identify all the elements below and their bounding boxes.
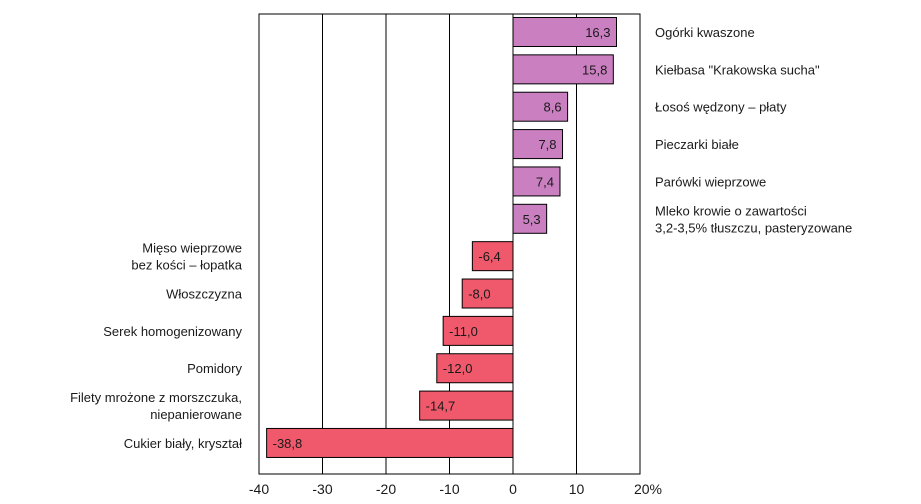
category-label-8-0: Serek homogenizowany	[103, 324, 242, 339]
category-label-10-1: niepanierowane	[150, 407, 242, 422]
category-label-4-0: Parówki wieprzowe	[655, 174, 766, 189]
x-tick-label-6: 20%	[634, 481, 662, 497]
category-label-10-0: Filety mrożone z morszczuka,	[70, 390, 242, 405]
category-labels: Ogórki kwaszone Kiełbasa "Krakowska sucha…	[70, 25, 852, 451]
bar-5	[512, 203, 548, 234]
bar-value-label-5: 5,3	[523, 212, 541, 227]
category-label-3-0: Pieczarki białe	[655, 137, 739, 152]
category-label-6-0: Mięso wieprzowe	[142, 241, 242, 256]
bar-6	[471, 241, 514, 272]
x-axis-ticks: -40 -30 -20 -10 0 10 20%	[249, 481, 662, 497]
plot-frame	[258, 13, 641, 475]
bar-8	[442, 315, 514, 346]
category-label-9-0: Pomidory	[187, 361, 242, 376]
x-tick-label-4: 0	[509, 481, 517, 497]
bar-value-label-1: 15,8	[582, 62, 607, 77]
category-label-11-0: Cukier biały, kryształ	[124, 436, 242, 451]
bar-value-label-6: -6,4	[478, 249, 500, 264]
bar-value-label-0: 16,3	[585, 25, 610, 40]
category-label-5-1: 3,2-3,5% tłuszczu, pasteryzowane	[655, 220, 852, 235]
x-tick-label-2: -20	[376, 481, 396, 497]
category-label-7-0: Włoszczyzna	[166, 287, 243, 302]
bar-value-label-7: -8,0	[468, 287, 490, 302]
bar-value-label-2: 8,6	[544, 100, 562, 115]
plot-frame-border	[258, 13, 641, 475]
bar-value-label-9: -12,0	[443, 361, 473, 376]
bar-10	[419, 390, 514, 421]
x-tick-label-5: 10	[569, 481, 585, 497]
category-label-1-0: Kiełbasa "Krakowska sucha"	[655, 62, 820, 77]
bar-value-label-4: 7,4	[536, 174, 554, 189]
category-label-5-0: Mleko krowie o zawartości	[655, 203, 807, 218]
bar-value-label-8: -11,0	[449, 324, 478, 339]
bar-11	[266, 427, 514, 458]
x-tick-label-0: -40	[249, 481, 269, 497]
bar-value-label-3: 7,8	[538, 137, 556, 152]
bar-3	[512, 129, 564, 160]
bar-4	[512, 166, 561, 197]
category-label-6-1: bez kości – łopatka	[131, 258, 242, 273]
category-label-0-0: Ogórki kwaszone	[655, 25, 755, 40]
bar-value-label-10: -14,7	[426, 399, 456, 414]
category-label-2-0: Łosoś wędzony – płaty	[655, 100, 787, 115]
x-tick-label-1: -30	[312, 481, 332, 497]
x-tick-label-3: -10	[439, 481, 459, 497]
bars: 16,3 15,8 8,6 7,8 7,4 5,3 -6,4 -8,0 -11,0 -12,0 -1…	[266, 17, 618, 458]
bar-value-label-11: -38,8	[273, 436, 303, 451]
bar-0	[512, 17, 618, 47]
bar-2	[512, 91, 569, 122]
